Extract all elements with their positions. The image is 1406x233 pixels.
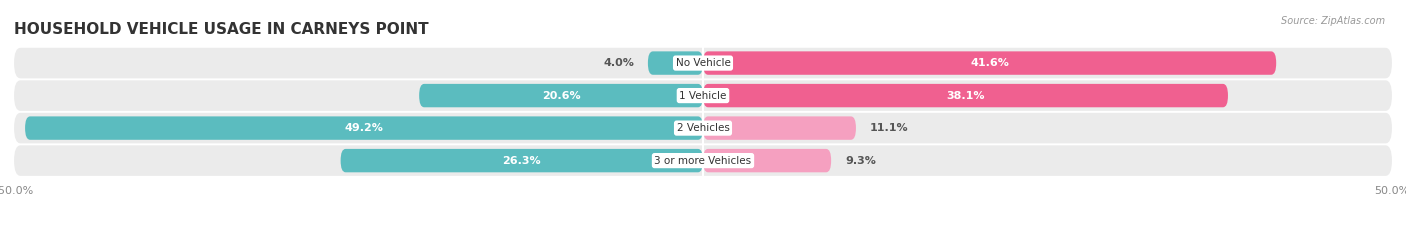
FancyBboxPatch shape xyxy=(340,149,703,172)
FancyBboxPatch shape xyxy=(648,51,703,75)
FancyBboxPatch shape xyxy=(703,149,831,172)
FancyBboxPatch shape xyxy=(14,48,1392,78)
Text: Source: ZipAtlas.com: Source: ZipAtlas.com xyxy=(1281,16,1385,26)
Text: 11.1%: 11.1% xyxy=(870,123,908,133)
Text: 20.6%: 20.6% xyxy=(541,91,581,101)
FancyBboxPatch shape xyxy=(703,51,1277,75)
Text: 49.2%: 49.2% xyxy=(344,123,384,133)
Text: HOUSEHOLD VEHICLE USAGE IN CARNEYS POINT: HOUSEHOLD VEHICLE USAGE IN CARNEYS POINT xyxy=(14,22,429,37)
Text: 9.3%: 9.3% xyxy=(845,156,876,166)
FancyBboxPatch shape xyxy=(14,80,1392,111)
FancyBboxPatch shape xyxy=(703,116,856,140)
FancyBboxPatch shape xyxy=(419,84,703,107)
FancyBboxPatch shape xyxy=(25,116,703,140)
Text: 4.0%: 4.0% xyxy=(603,58,634,68)
FancyBboxPatch shape xyxy=(14,145,1392,176)
Text: 41.6%: 41.6% xyxy=(970,58,1010,68)
FancyBboxPatch shape xyxy=(703,84,1227,107)
Text: 26.3%: 26.3% xyxy=(502,156,541,166)
Text: 2 Vehicles: 2 Vehicles xyxy=(676,123,730,133)
FancyBboxPatch shape xyxy=(14,113,1392,143)
Text: 38.1%: 38.1% xyxy=(946,91,984,101)
Text: No Vehicle: No Vehicle xyxy=(675,58,731,68)
Text: 1 Vehicle: 1 Vehicle xyxy=(679,91,727,101)
Text: 3 or more Vehicles: 3 or more Vehicles xyxy=(654,156,752,166)
